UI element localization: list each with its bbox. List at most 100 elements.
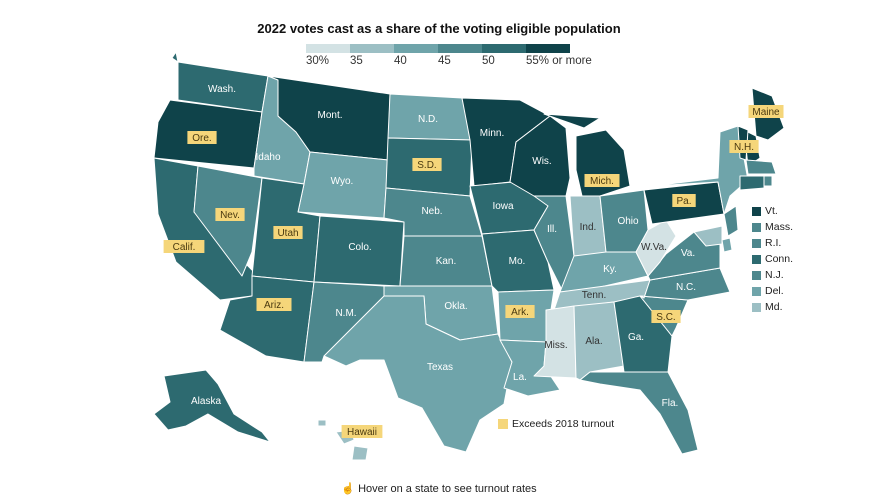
small-state-label: Del. (765, 285, 784, 297)
legend-swatch-1 (350, 44, 394, 53)
pointer-hand-icon: ☝ (341, 483, 356, 495)
state-label-nm: N.M. (335, 308, 356, 319)
state-label-mo: Mo. (509, 256, 526, 267)
state-label-ak: Alaska (191, 396, 221, 407)
small-state-label: N.J. (765, 269, 784, 281)
small-state-label: Conn. (765, 253, 794, 265)
highlight-box-ut (273, 226, 303, 239)
legend-swatch-4 (482, 44, 526, 53)
state-label-or: Ore. (192, 133, 211, 144)
small-state-swatch (752, 254, 761, 264)
legend-label-0: 30% (306, 55, 330, 67)
state-ct[interactable] (739, 175, 765, 191)
exceeds-swatch (498, 419, 508, 429)
state-wy[interactable] (297, 151, 389, 219)
small-state-row[interactable]: R.I. (752, 235, 793, 251)
state-label-wa: Wash. (208, 84, 236, 95)
state-label-ia: Iowa (492, 201, 514, 212)
small-state-swatch (752, 286, 761, 296)
state-label-ok: Okla. (444, 301, 467, 312)
state-label-al: Ala. (585, 336, 602, 347)
state-label-id: Idaho (255, 152, 280, 163)
legend-label-2: 40 (394, 55, 407, 67)
color-scale-labels: 30% 35 40 45 50 55% or more (306, 55, 606, 71)
small-state-swatch (752, 270, 761, 280)
state-label-wi: Wis. (532, 156, 551, 167)
state-il[interactable] (533, 195, 575, 291)
state-label-nd: N.D. (418, 114, 438, 125)
legend-label-1: 35 (350, 55, 363, 67)
small-state-swatch (752, 222, 761, 232)
state-label-la: La. (513, 372, 527, 383)
state-label-ar: Ark. (511, 307, 529, 318)
hover-note-text: Hover on a state to see turnout rates (358, 483, 537, 495)
highlight-box-or (187, 131, 217, 144)
small-state-row[interactable]: Md. (752, 299, 793, 315)
exceeds-label: Exceeds 2018 turnout (512, 418, 615, 430)
state-ak[interactable] (153, 369, 271, 443)
state-tx[interactable] (323, 295, 513, 453)
legend-label-5: 55% or more (526, 55, 592, 67)
legend-label-4: 50 (482, 55, 495, 67)
small-state-row[interactable]: Mass. (752, 219, 793, 235)
small-state-row[interactable]: Conn. (752, 251, 793, 267)
legend-swatch-0 (306, 44, 350, 53)
state-label-ky: Ky. (603, 264, 617, 275)
state-md[interactable] (693, 225, 723, 247)
state-ga[interactable] (613, 295, 673, 373)
state-label-nv: Nev. (220, 210, 240, 221)
state-label-mn: Minn. (480, 128, 504, 139)
legend-swatch-3 (438, 44, 482, 53)
small-state-row[interactable]: Vt. (752, 203, 793, 219)
highlight-box-me (748, 105, 784, 118)
small-states-key: Vt. Mass. R.I. Conn. N.J. Del. Md. (752, 203, 793, 315)
state-label-ny: N.Y. (699, 156, 717, 167)
state-label-tx: Texas (427, 362, 453, 373)
state-label-nc: N.C. (676, 282, 696, 293)
small-state-label: R.I. (765, 237, 782, 249)
small-state-label: Mass. (765, 221, 794, 233)
state-de[interactable] (721, 237, 733, 253)
state-ri[interactable] (763, 175, 773, 187)
legend-swatch-5 (526, 44, 570, 53)
small-state-row[interactable]: N.J. (752, 267, 793, 283)
highlight-box-pa (672, 194, 696, 207)
highlight-box-ar (505, 305, 535, 318)
state-label-me: Maine (752, 107, 780, 118)
state-label-wy: Wyo. (331, 176, 354, 187)
small-state-swatch (752, 206, 761, 216)
highlight-box-hi (341, 425, 383, 438)
highlight-box-nh (729, 140, 759, 153)
state-label-hi: Hawaii (347, 427, 377, 438)
state-label-co: Colo. (348, 242, 371, 253)
map-title: 2022 votes cast as a share of the voting… (257, 21, 621, 36)
state-ma[interactable] (745, 159, 777, 175)
state-nj[interactable] (723, 205, 739, 237)
state-label-pa: Pa. (676, 196, 691, 207)
state-fl[interactable] (579, 371, 699, 455)
state-wi[interactable] (509, 115, 571, 197)
state-wv[interactable] (635, 219, 677, 277)
state-label-va: Va. (681, 248, 695, 259)
state-label-sd: S.D. (417, 160, 436, 171)
highlight-box-sc (651, 310, 681, 323)
highlight-box-sd (412, 158, 442, 171)
exceeds-2018-key: Exceeds 2018 turnout (498, 418, 614, 430)
state-label-mi: Mich. (590, 176, 614, 187)
state-label-mt: Mont. (317, 110, 342, 121)
legend-swatch-2 (394, 44, 438, 53)
state-label-oh: Ohio (617, 216, 639, 227)
small-state-row[interactable]: Del. (752, 283, 793, 299)
state-label-in: Ind. (580, 222, 597, 233)
state-label-ut: Utah (277, 228, 298, 239)
legend-label-3: 45 (438, 55, 451, 67)
state-label-wv: W.Va. (641, 242, 667, 253)
state-label-az: Ariz. (264, 300, 284, 311)
state-label-ca: Calif. (173, 242, 196, 253)
highlight-box-nv (215, 208, 245, 221)
state-label-nh: N.H. (734, 142, 754, 153)
small-state-swatch (752, 238, 761, 248)
hover-instructions: ☝ Hover on a state to see turnout rates (0, 482, 878, 495)
state-label-fl: Fla. (662, 398, 679, 409)
